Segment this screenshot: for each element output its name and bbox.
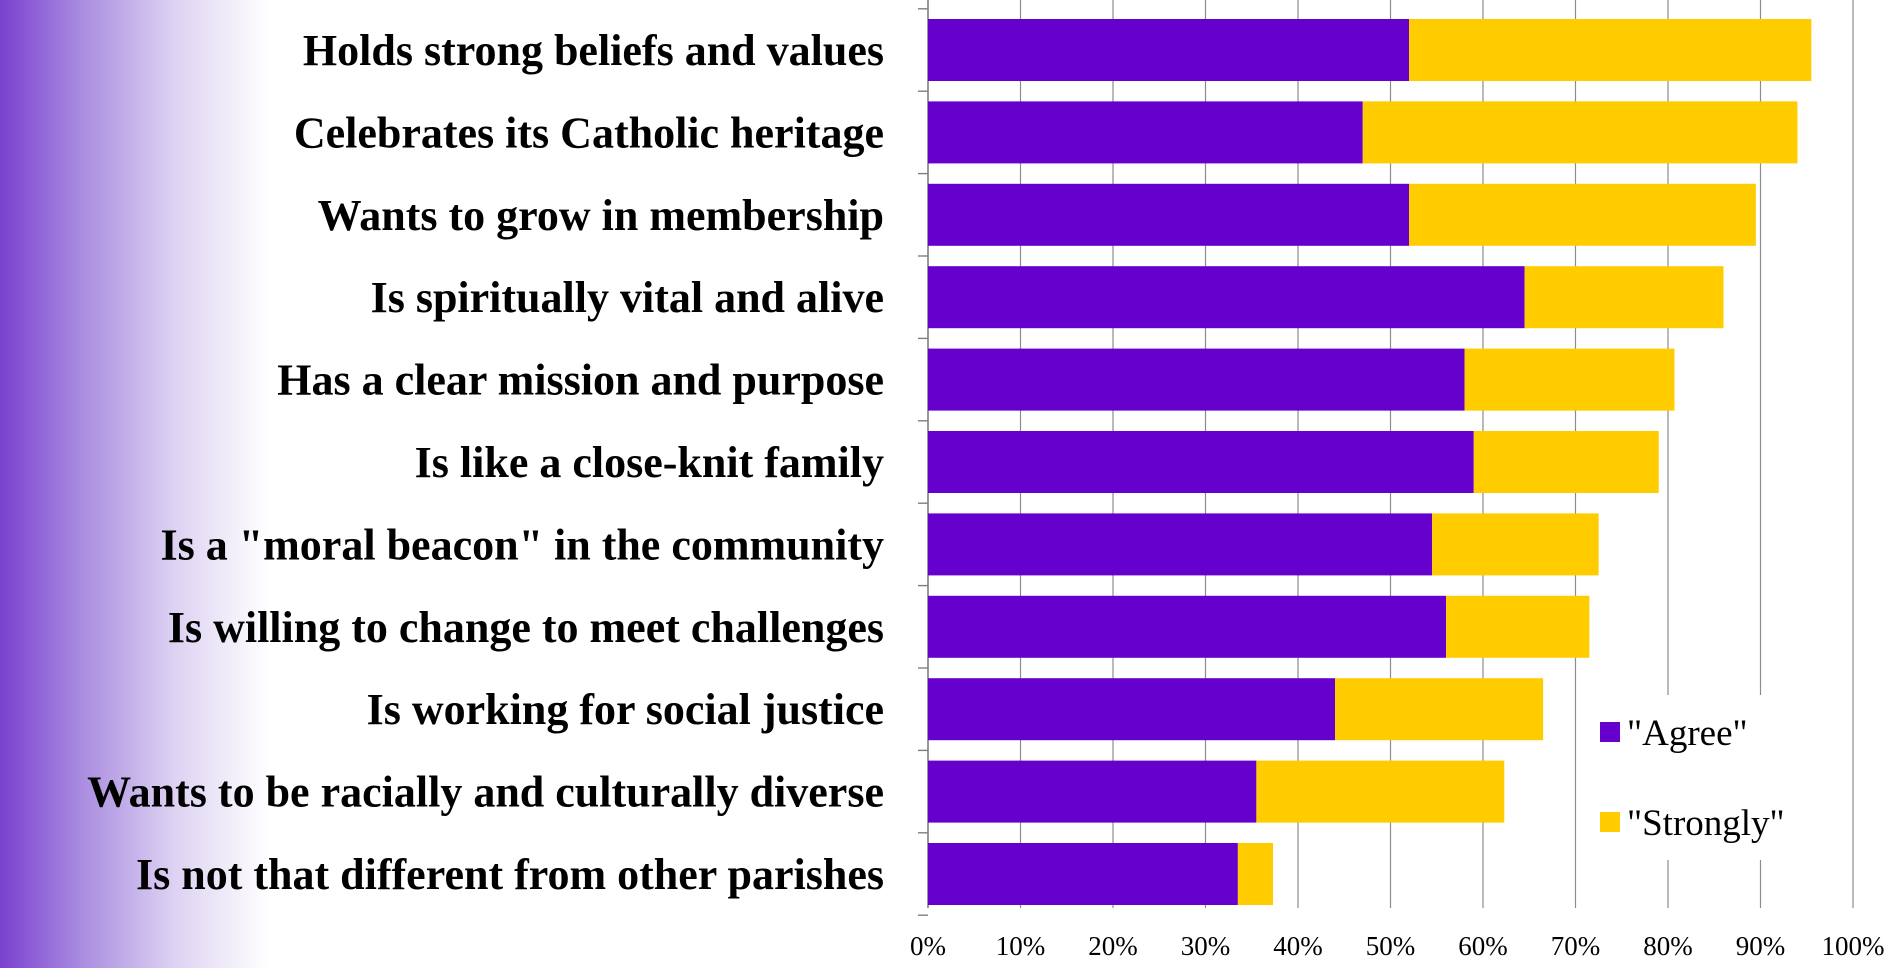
x-tick-label: 60% [1458,931,1508,961]
category-label: Is not that different from other parishe… [136,850,884,899]
category-label: Is spiritually vital and alive [371,273,884,322]
x-axis-ticks: 0% 10% 20% 30% 40% 50% 60% 70% 80% 90% 100% [910,931,1885,961]
x-tick-label: 80% [1643,931,1693,961]
legend-label-strongly: "Strongly" [1627,803,1785,844]
bar-strongly [1335,678,1544,741]
x-tick-label: 50% [1366,931,1416,961]
bar-strongly [1362,101,1798,164]
bar-strongly [1256,760,1505,823]
bar-agree [928,19,1409,81]
bar-strongly [1409,183,1756,246]
x-tick-label: 0% [910,931,946,961]
x-tick-label: 100% [1822,931,1885,961]
legend-label-agree: "Agree" [1627,713,1748,754]
x-tick-label: 30% [1181,931,1231,961]
bar-strongly [1524,266,1724,329]
category-labels: Holds strong beliefs and values Celebrate… [87,26,884,899]
category-label: Wants to grow in membership [318,191,884,240]
category-label: Celebrates its Catholic heritage [294,108,884,157]
side-gradient-decoration [0,0,268,968]
bar-strongly [1464,348,1675,411]
bar-agree [928,513,1433,576]
bar-strongly [1237,843,1274,905]
x-tick-label: 70% [1551,931,1601,961]
legend-swatch-agree [1600,722,1620,742]
legend-background [1580,695,1835,860]
legend: "Agree" "Strongly" [1580,695,1835,860]
x-tick-label: 90% [1736,931,1786,961]
bar-agree [928,101,1363,164]
bar-strongly [1409,19,1812,81]
bar-agree [928,266,1525,329]
bar-strongly [1446,595,1590,658]
category-label: Has a clear mission and purpose [277,356,884,405]
x-tick-label: 10% [996,931,1046,961]
category-label: Wants to be racially and culturally dive… [87,768,884,817]
bar-agree [928,760,1257,823]
x-tick-label: 20% [1088,931,1138,961]
category-label: Is like a close-knit family [415,438,884,487]
bar-agree [928,431,1474,493]
category-label: Holds strong beliefs and values [303,26,884,75]
bar-agree [928,595,1446,658]
category-label: Is a "moral beacon" in the community [160,520,884,569]
x-tick-label: 40% [1273,931,1323,961]
bar-strongly [1473,431,1659,493]
legend-swatch-strongly [1600,812,1620,832]
category-label: Is willing to change to meet challenges [168,603,884,652]
category-label: Is working for social justice [367,685,884,734]
bars [928,19,1812,905]
bar-agree [928,678,1335,741]
bar-strongly [1432,513,1599,576]
bar-agree [928,348,1465,411]
bar-agree [928,183,1409,246]
bar-agree [928,843,1238,905]
